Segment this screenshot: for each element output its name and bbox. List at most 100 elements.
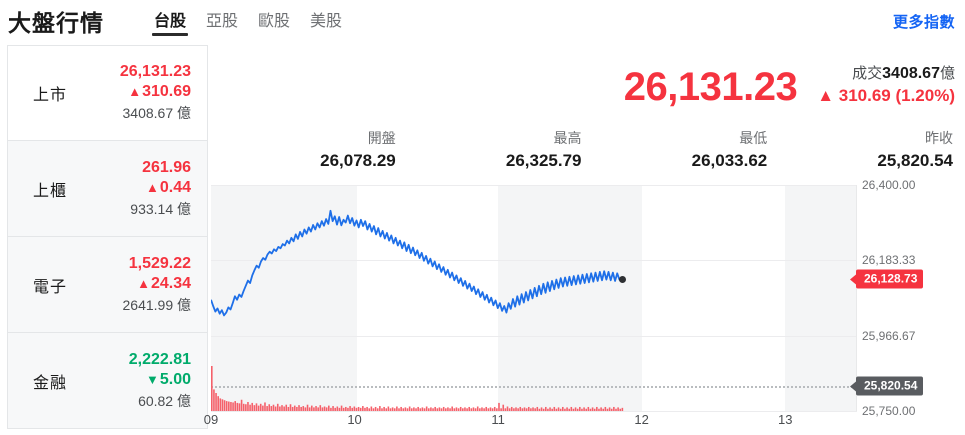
volume-bar [559, 408, 562, 411]
volume-bar [232, 402, 234, 411]
stat-label: 昨收 [925, 130, 953, 146]
volume-bar [517, 408, 519, 411]
volume-bar [334, 407, 336, 411]
index-row-electronics[interactable]: 電子 1,529.22 ▲24.34 2641.99 億 [7, 237, 208, 333]
volume-bar [372, 408, 375, 411]
chart-gridline [211, 260, 857, 262]
volume-bar [402, 408, 405, 411]
volume-bar [285, 404, 288, 411]
turnover-line: 成交3408.67億 [817, 62, 955, 83]
volume-bar [376, 408, 379, 411]
volume-bar [262, 405, 264, 411]
volume-bar [462, 408, 464, 411]
prev-close-reference-line [211, 386, 857, 389]
tab-europe[interactable]: 歐股 [258, 13, 291, 30]
volume-bar [266, 406, 268, 411]
volume-bar [276, 403, 279, 411]
tab-us[interactable]: 美股 [310, 13, 343, 30]
stat-low: 最低 26,033.62 [584, 128, 770, 171]
volume-bar [600, 407, 602, 411]
volume-bar [553, 406, 556, 411]
volume-bar [508, 408, 511, 411]
index-price: 2,222.81 [128, 350, 191, 368]
volume-bar [436, 408, 439, 411]
market-tabs: 台股 亞股 歐股 美股 [144, 0, 352, 42]
volume-bar [357, 406, 360, 411]
volume-bar [476, 406, 479, 411]
volume-bar [581, 408, 583, 411]
quote-headline: 26,131.23 成交3408.67億 ▲ 310.69 (1.20%) [624, 62, 955, 108]
volume-bar [566, 407, 568, 411]
volume-bar [366, 406, 368, 411]
intraday-chart[interactable] [211, 185, 857, 412]
up-arrow-icon: ▲ [137, 275, 150, 291]
volume-bar [398, 408, 400, 411]
volume-bar [527, 406, 530, 411]
volume-bar [489, 407, 492, 411]
volume-bar [228, 401, 230, 411]
tab-asia[interactable]: 亞股 [206, 13, 239, 30]
volume-bar [621, 407, 624, 411]
volume-bar [427, 408, 430, 411]
volume-bar [211, 366, 213, 411]
index-row-otc[interactable]: 上櫃 261.96 ▲0.44 933.14 億 [7, 141, 208, 237]
volume-bar [457, 408, 460, 411]
volume-bar [223, 400, 226, 411]
volume-bar [300, 406, 302, 411]
tab-taiwan[interactable]: 台股 [144, 0, 196, 42]
index-figures: 2,222.81 ▼5.00 60.82 億 [92, 351, 207, 411]
volume-bar [387, 406, 390, 411]
volume-bar [313, 407, 315, 411]
volume-bar [332, 406, 334, 411]
volume-bar [293, 405, 296, 411]
more-indices-link[interactable]: 更多指數 [892, 14, 955, 31]
volume-bar [576, 408, 579, 411]
index-list: 上市 26,131.23 ▲310.69 3408.67 億 上櫃 261.96… [7, 45, 208, 429]
volume-bar [236, 402, 239, 411]
index-row-listed[interactable]: 上市 26,131.23 ▲310.69 3408.67 億 [7, 45, 208, 141]
volume-bar [355, 407, 358, 411]
volume-bar [264, 402, 266, 411]
volume-bar [515, 407, 517, 411]
volume-bar [408, 406, 411, 411]
volume-bar [542, 408, 545, 411]
volume-bar [406, 408, 409, 411]
volume-bar [283, 406, 285, 411]
volume-bar [583, 407, 585, 411]
volume-bar [351, 407, 353, 411]
index-row-finance[interactable]: 金融 2,222.81 ▼5.00 60.82 億 [7, 333, 208, 429]
volume-bar [291, 406, 294, 411]
volume-bar [447, 407, 449, 411]
volume-bar [396, 406, 398, 411]
volume-bar [455, 407, 458, 411]
volume-bar [442, 406, 445, 411]
volume-bar [315, 406, 317, 411]
volume-bar [506, 406, 509, 411]
volume-bar [370, 406, 373, 411]
volume-bar [308, 407, 311, 411]
chart-x-axis: 09 10 11 12 13 [204, 412, 857, 432]
volume-bar [534, 408, 536, 411]
index-volume: 3408.67 億 [122, 105, 192, 121]
volume-bar [349, 406, 351, 411]
volume-bar [496, 408, 498, 411]
volume-bar [364, 407, 366, 411]
volume-bar [336, 406, 339, 411]
chart-gridline [211, 185, 857, 186]
volume-bar [472, 407, 475, 411]
volume-bar [466, 408, 468, 411]
x-axis-tick: 09 [203, 412, 219, 427]
volume-bar [245, 404, 247, 411]
volume-bar [389, 408, 392, 411]
index-price: 1,529.22 [128, 254, 191, 272]
volume-bar [521, 408, 524, 411]
volume-bar [379, 406, 381, 411]
x-axis-tick: 13 [777, 412, 793, 427]
volume-bar [549, 407, 551, 411]
volume-bar [306, 404, 309, 411]
volume-bar [219, 398, 222, 411]
volume-bar [562, 406, 564, 411]
quote-side-info: 成交3408.67億 ▲ 310.69 (1.20%) [817, 62, 955, 108]
volume-bar [615, 408, 617, 411]
